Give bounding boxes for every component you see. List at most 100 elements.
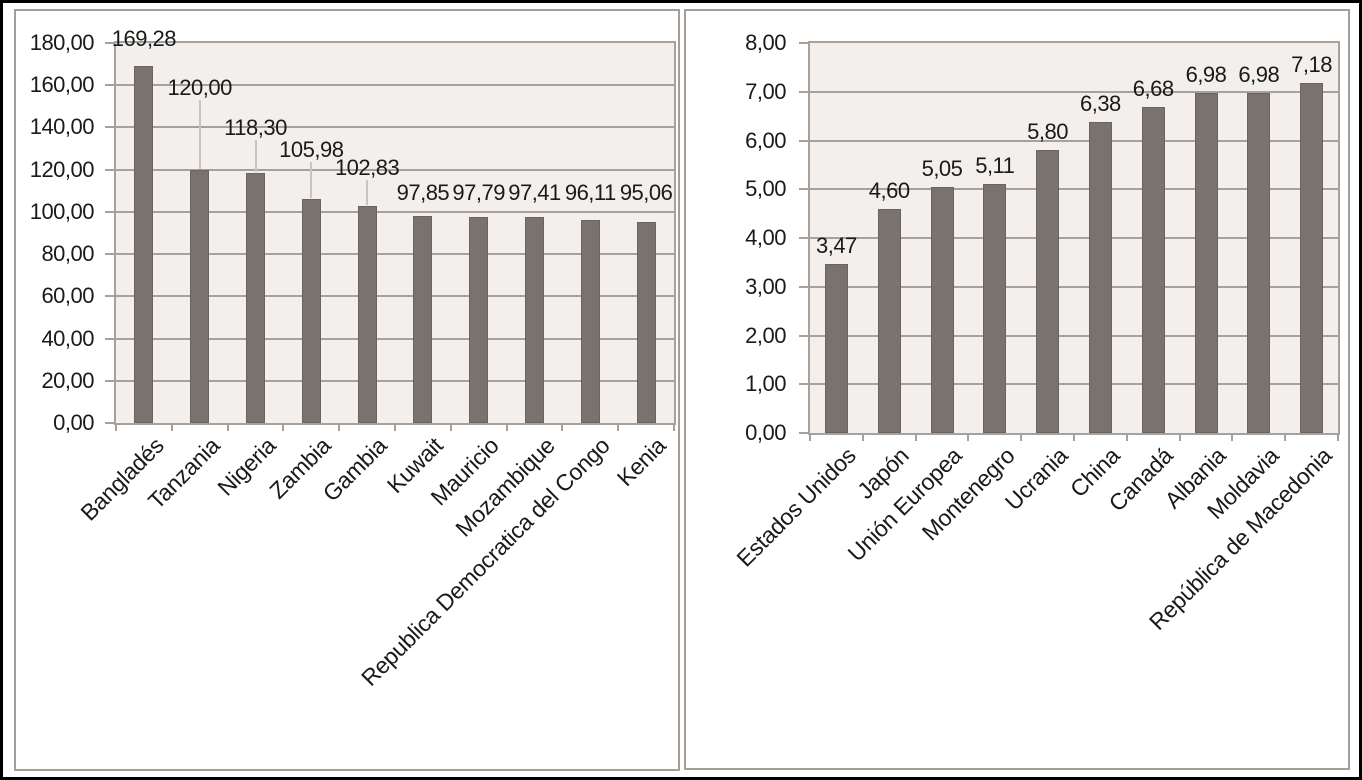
x-axis-tick (170, 424, 173, 431)
bar (930, 186, 954, 433)
gridline (810, 237, 1338, 239)
y-axis-tick (105, 379, 114, 382)
x-axis-tick (1125, 434, 1128, 441)
gridline (810, 90, 1338, 93)
bar-value-label: 102,83 (334, 155, 400, 180)
bar (1088, 121, 1112, 433)
bar-value-label: 120,00 (167, 75, 233, 100)
y-axis-label: 0,00 (745, 420, 786, 445)
bar-value-label: 97,79 (452, 180, 505, 205)
gridline (116, 295, 674, 298)
y-axis-label: 120,00 (29, 156, 95, 182)
bar-value-label: 95,06 (619, 180, 673, 205)
bar-value-label: 6,68 (1132, 76, 1174, 102)
x-axis-tick (1231, 434, 1234, 441)
bar-value-label: 96,11 (564, 180, 616, 205)
x-axis-tick (394, 424, 396, 431)
y-axis-tick (105, 126, 114, 129)
y-axis-tick (799, 188, 808, 191)
bar (877, 208, 901, 433)
y-axis-tick (105, 422, 114, 424)
bar-value-label: 5,80 (1027, 119, 1068, 145)
x-axis-tick (1284, 434, 1287, 441)
x-axis-tick (967, 434, 970, 441)
bar (190, 169, 210, 423)
y-axis-label: 160,00 (29, 72, 95, 98)
bar-value-label: 105,98 (279, 137, 344, 162)
y-axis-tick (105, 295, 114, 298)
x-axis-tick (809, 434, 811, 441)
bar (1300, 82, 1324, 433)
y-axis-label: 80,00 (41, 241, 94, 267)
x-axis-tick (226, 424, 229, 431)
bar (1036, 150, 1060, 433)
bar (1141, 107, 1165, 433)
y-axis-label: 100,00 (29, 198, 95, 224)
x-axis-tick (914, 434, 917, 441)
x-axis-tick (449, 424, 452, 431)
bar (636, 222, 656, 423)
y-axis-tick (799, 42, 808, 44)
bar (357, 205, 377, 423)
bar-value-label: 6,98 (1238, 61, 1280, 87)
y-axis-label: 6,00 (745, 127, 786, 153)
y-axis-tick (105, 168, 114, 171)
bar (580, 220, 600, 423)
x-axis-tick (338, 424, 341, 431)
y-axis-label: 7,00 (745, 78, 786, 104)
gridline (810, 334, 1338, 337)
bar-value-label: 118,30 (224, 115, 287, 140)
x-axis-tick (505, 424, 508, 431)
bar (301, 199, 321, 423)
gridline (116, 379, 674, 382)
x-axis-tick (861, 434, 864, 441)
leader-line (198, 100, 201, 169)
x-axis-tick (1178, 434, 1181, 441)
y-axis-label: 180,00 (29, 30, 95, 55)
right-chart-panel: 0,00 1,00 2,00 3,00 4,00 5,00 6,00 7,00 8,00 3,47… (684, 9, 1350, 770)
gridline (116, 253, 674, 256)
leader-line (254, 140, 257, 173)
y-axis-tick (105, 42, 114, 44)
x-axis-tick (115, 424, 117, 431)
gridline (810, 188, 1338, 191)
x-axis-tick (617, 424, 620, 431)
bar-value-label: 97,41 (508, 180, 561, 205)
x-axis-tick (1073, 434, 1075, 441)
y-axis-label: 60,00 (41, 283, 94, 309)
gridline (810, 285, 1338, 288)
bar-value-label: 97,85 (396, 180, 450, 205)
gridline (116, 210, 674, 213)
bar (1247, 92, 1271, 433)
x-axis-tick (1337, 434, 1339, 441)
gridline (116, 126, 674, 129)
bar (469, 216, 489, 423)
y-axis-label: 40,00 (41, 325, 94, 351)
bar-value-label: 6,98 (1185, 61, 1227, 87)
gridline (810, 383, 1338, 386)
bar (413, 216, 433, 423)
bar (824, 263, 848, 433)
bar (246, 173, 265, 423)
gridline (116, 168, 674, 171)
y-axis-label: 0,00 (53, 410, 94, 435)
bar-value-label: 5,05 (921, 155, 963, 181)
y-axis-label: 140,00 (29, 114, 95, 140)
y-axis-tick (799, 285, 808, 288)
y-axis-label: 4,00 (745, 225, 786, 250)
y-axis-tick (799, 383, 808, 386)
bar-value-label: 4,60 (868, 177, 910, 203)
y-axis-tick (799, 432, 808, 434)
x-axis-tick (561, 424, 564, 431)
y-axis-tick (799, 90, 808, 93)
y-axis-label: 3,00 (745, 273, 786, 299)
y-axis-tick (105, 84, 114, 87)
y-axis-tick (105, 337, 114, 340)
gridline (116, 84, 674, 87)
y-axis-tick (105, 253, 114, 256)
y-axis-tick (799, 334, 808, 337)
y-axis-label: 2,00 (745, 322, 786, 348)
x-axis-tick (282, 424, 285, 431)
bar-value-label: 7,18 (1291, 51, 1332, 77)
